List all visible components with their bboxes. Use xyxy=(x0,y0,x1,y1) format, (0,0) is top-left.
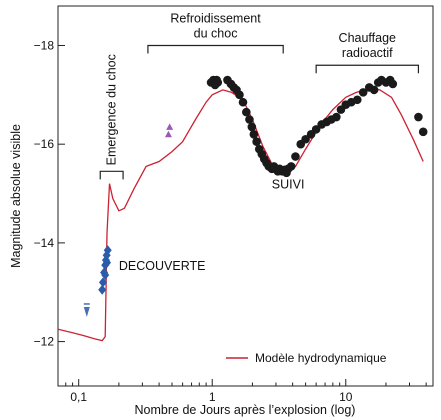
phase-bracket xyxy=(315,64,420,74)
followup-point xyxy=(238,97,248,107)
followup-point xyxy=(418,127,428,137)
phase-label: Refroidissement xyxy=(170,11,261,25)
followup-point xyxy=(247,122,257,132)
followup-point xyxy=(311,125,321,134)
y-tick-label: −14 xyxy=(34,236,55,250)
followup-point xyxy=(235,90,244,100)
followup-point xyxy=(245,115,254,124)
y-tick-label: −18 xyxy=(34,38,55,52)
followup-point xyxy=(358,88,368,97)
discovery-point xyxy=(98,284,107,295)
discovery-point xyxy=(103,245,112,256)
followup-point xyxy=(249,130,259,139)
x-tick-label: 10 xyxy=(339,390,353,404)
triangle-point xyxy=(164,130,172,138)
phase-label: Chauffage xyxy=(339,31,397,45)
followup-point xyxy=(301,134,310,144)
followup-point xyxy=(242,107,251,117)
followup-point xyxy=(388,79,398,89)
phase-label: du choc xyxy=(194,26,238,40)
phase-label: radioactif xyxy=(342,46,393,60)
y-tick-label: −16 xyxy=(34,137,55,151)
discovery-point xyxy=(101,269,110,280)
model-curve xyxy=(58,88,424,342)
legend: Modèle hydrodynamique xyxy=(226,351,387,365)
followup-point xyxy=(252,137,261,147)
followup-point xyxy=(291,152,300,161)
y-tick-label: −12 xyxy=(34,335,55,349)
x-tick-label: 0,1 xyxy=(70,390,87,404)
discovery-point xyxy=(103,257,112,268)
x-axis-label: Nombre de Jours après l’explosion (log) xyxy=(135,403,356,417)
legend-label: Modèle hydrodynamique xyxy=(255,351,387,365)
followup-point xyxy=(213,78,223,87)
phase-bracket xyxy=(147,44,284,54)
triangle-point xyxy=(166,123,174,130)
phase-label: Emergence du choc xyxy=(105,54,119,165)
followup-point xyxy=(414,112,423,122)
discovery-point xyxy=(98,277,107,288)
followup-point xyxy=(286,162,296,171)
followup-point xyxy=(332,112,341,122)
followup-point xyxy=(353,95,362,105)
y-axis-label: Magnitude absolue visible xyxy=(9,124,23,268)
followup-point xyxy=(369,85,379,95)
phase-bracket xyxy=(99,170,124,180)
annotation-label: DECOUVERTE xyxy=(119,259,206,273)
limit-arrow xyxy=(83,306,90,317)
plot-frame xyxy=(57,5,434,387)
x-tick-label: 1 xyxy=(209,390,216,404)
annotation-label: SUIVI xyxy=(272,178,305,192)
